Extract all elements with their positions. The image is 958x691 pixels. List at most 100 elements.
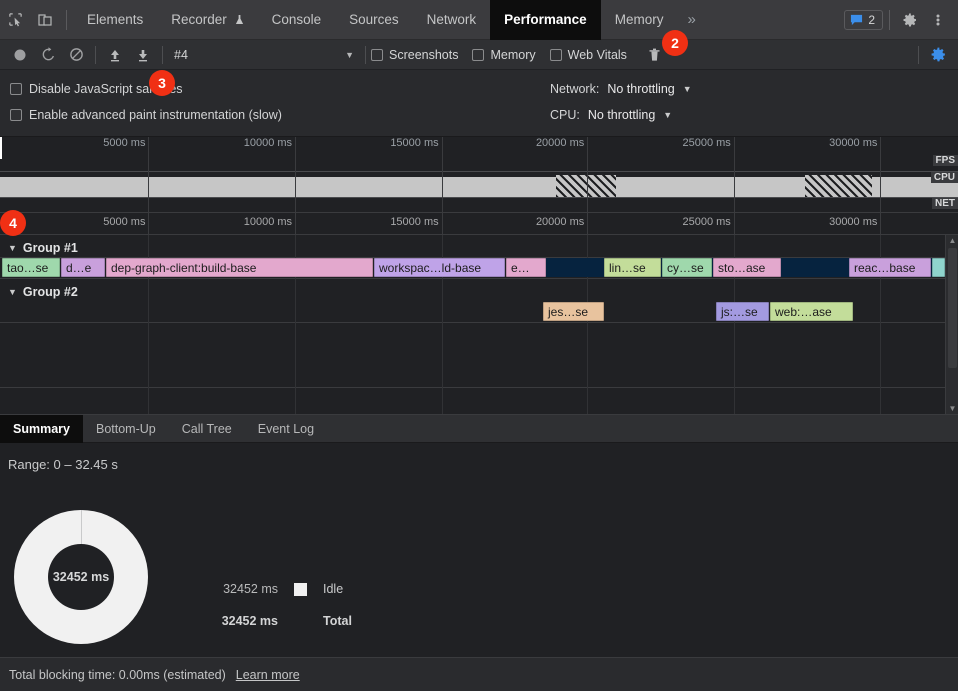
settings-gear-icon[interactable] bbox=[896, 6, 924, 34]
inspect-element-icon[interactable] bbox=[0, 6, 30, 34]
tabbar-right-actions: 2 bbox=[844, 6, 958, 34]
flame-block[interactable]: e… bbox=[506, 258, 546, 277]
device-toolbar-icon[interactable] bbox=[30, 6, 60, 34]
flame-block[interactable]: tao…se bbox=[2, 258, 60, 277]
toolbar-right bbox=[913, 42, 952, 68]
legend-label: Total bbox=[323, 614, 352, 628]
profile-select[interactable]: #4 ▼ bbox=[168, 44, 360, 66]
disable-js-samples-checkbox[interactable]: Disable JavaScript samples bbox=[10, 82, 550, 96]
flame-chart-scrollbar[interactable]: ▲ ▼ bbox=[945, 235, 958, 414]
cpu-band-label: CPU bbox=[930, 172, 958, 183]
flame-block[interactable]: reac…base bbox=[849, 258, 931, 277]
total-blocking-time-text: Total blocking time: 0.00ms (estimated) bbox=[9, 667, 226, 682]
learn-more-link[interactable]: Learn more bbox=[235, 667, 300, 682]
chevron-down-icon: ▼ bbox=[8, 243, 17, 253]
tab-sources[interactable]: Sources bbox=[349, 11, 399, 27]
scrollbar-thumb[interactable] bbox=[948, 248, 957, 368]
devtools-tabbar: Elements Recorder Console Sources Networ… bbox=[0, 0, 958, 40]
overview-tick: 30000 ms bbox=[829, 137, 882, 213]
more-tabs-button[interactable]: » bbox=[687, 10, 696, 28]
flame-chart[interactable]: ▲ ▼ ▼ Group #1 ▼ Group #2 tao…se d…e dep-graph… bbox=[0, 235, 958, 415]
capture-settings-gear-icon[interactable] bbox=[924, 42, 952, 68]
flame-block[interactable]: cy…se bbox=[662, 258, 712, 277]
tab-memory[interactable]: Memory bbox=[614, 11, 664, 27]
tab-elements[interactable]: Elements bbox=[87, 11, 144, 27]
flame-block[interactable]: sto…ase bbox=[713, 258, 781, 277]
net-band-label: NET bbox=[932, 198, 958, 209]
tab-recorder[interactable]: Recorder bbox=[157, 0, 257, 40]
memory-checkbox[interactable]: Memory bbox=[472, 47, 536, 62]
scroll-up-arrow-icon[interactable]: ▲ bbox=[948, 236, 957, 245]
web-vitals-checkbox-box bbox=[549, 48, 562, 61]
download-arrow-icon[interactable] bbox=[129, 42, 157, 68]
details-tab-summary[interactable]: Summary bbox=[0, 414, 83, 443]
timeline-tick: 10000 ms bbox=[244, 213, 297, 235]
flame-block[interactable]: js:…se bbox=[716, 302, 769, 321]
overview-tick-label: 15000 ms bbox=[390, 137, 439, 149]
timeline-ruler[interactable]: 5000 ms 10000 ms 15000 ms 20000 ms 25000 ms 3… bbox=[0, 213, 958, 235]
timeline-tick: 25000 ms bbox=[683, 213, 735, 235]
cpu-throttling-value: No throttling bbox=[587, 108, 656, 122]
timeline-tick-label: 30000 ms bbox=[829, 216, 878, 228]
flame-gridline bbox=[441, 235, 443, 414]
web-vitals-label: Web Vitals bbox=[567, 47, 627, 62]
chevron-down-icon: ▼ bbox=[663, 110, 673, 120]
timeline-tick-label: 20000 ms bbox=[535, 216, 585, 228]
cpu-throttling-control[interactable]: CPU: No throttling ▼ bbox=[550, 108, 672, 122]
flame-block[interactable]: lin…se bbox=[604, 258, 661, 277]
issues-badge[interactable]: 2 bbox=[844, 9, 883, 30]
flame-block[interactable]: workspac…ld-base bbox=[374, 258, 505, 277]
flame-block[interactable]: web:…ase bbox=[770, 302, 853, 321]
tabbar-divider bbox=[66, 9, 67, 30]
upload-arrow-icon[interactable] bbox=[101, 42, 129, 68]
advanced-paint-checkbox[interactable]: Enable advanced paint instrumentation (s… bbox=[10, 108, 550, 122]
chevron-down-icon: ▼ bbox=[682, 84, 692, 94]
details-tab-bottom-up[interactable]: Bottom-Up bbox=[95, 421, 156, 436]
flame-group-label: Group #1 bbox=[22, 241, 78, 255]
scroll-down-arrow-icon[interactable]: ▼ bbox=[948, 404, 957, 413]
flame-block[interactable]: d…e bbox=[61, 258, 105, 277]
record-circle-icon[interactable] bbox=[6, 42, 34, 68]
details-tab-call-tree[interactable]: Call Tree bbox=[181, 421, 232, 436]
tab-network[interactable]: Network bbox=[426, 11, 477, 27]
overview-window-left-handle[interactable] bbox=[0, 137, 2, 159]
flame-gridline bbox=[587, 235, 589, 414]
legend-row[interactable]: 32452 ms Idle bbox=[200, 573, 352, 605]
toolbar-divider-2 bbox=[162, 45, 163, 64]
flame-divider bbox=[0, 387, 958, 388]
fps-band-label: FPS bbox=[932, 155, 958, 166]
summary-legend: 32452 ms Idle 32452 ms Total bbox=[200, 573, 352, 637]
status-bar: Total blocking time: 0.00ms (estimated) … bbox=[0, 657, 958, 691]
trash-icon[interactable] bbox=[641, 42, 669, 68]
timeline-tick: 30000 ms bbox=[829, 213, 882, 235]
legend-swatch bbox=[294, 615, 307, 628]
disable-js-samples-box bbox=[10, 83, 22, 95]
reload-arrow-icon[interactable] bbox=[34, 42, 62, 68]
web-vitals-checkbox[interactable]: Web Vitals bbox=[549, 47, 627, 62]
flame-group-header-1[interactable]: ▼ Group #1 bbox=[8, 241, 78, 255]
performance-toolbar: #4 ▼ Screenshots Memory Web Vitals bbox=[0, 40, 958, 70]
summary-pane: Range: 0 – 32.45 s 32452 ms 32452 ms Idle… bbox=[0, 443, 958, 644]
flame-group-header-2[interactable]: ▼ Group #2 bbox=[8, 285, 78, 299]
flame-divider bbox=[0, 278, 958, 279]
flame-block[interactable]: dep-graph-client:build-base bbox=[106, 258, 373, 277]
tab-console[interactable]: Console bbox=[271, 11, 322, 27]
memory-label: Memory bbox=[490, 47, 536, 62]
details-tab-event-log[interactable]: Event Log bbox=[257, 421, 315, 436]
chevron-down-icon: ▼ bbox=[8, 287, 17, 297]
flame-block[interactable] bbox=[932, 258, 945, 277]
cpu-usage-area bbox=[0, 177, 958, 197]
overview-tick: 15000 ms bbox=[390, 137, 443, 213]
toolbar-divider-3 bbox=[365, 45, 366, 64]
screenshots-checkbox[interactable]: Screenshots bbox=[371, 48, 458, 62]
timeline-overview[interactable]: 5000 ms 10000 ms 15000 ms 20000 ms 25000 ms 3… bbox=[0, 137, 958, 213]
legend-row[interactable]: 32452 ms Total bbox=[200, 605, 352, 637]
flame-block[interactable]: jes…se bbox=[543, 302, 604, 321]
tab-performance[interactable]: Performance bbox=[490, 0, 601, 40]
memory-checkbox-box bbox=[472, 48, 485, 61]
network-throttling-control[interactable]: Network: No throttling ▼ bbox=[550, 82, 692, 96]
clear-prohibited-icon[interactable] bbox=[62, 42, 90, 68]
legend-value: 32452 ms bbox=[223, 582, 278, 596]
more-options-icon[interactable] bbox=[924, 6, 952, 34]
